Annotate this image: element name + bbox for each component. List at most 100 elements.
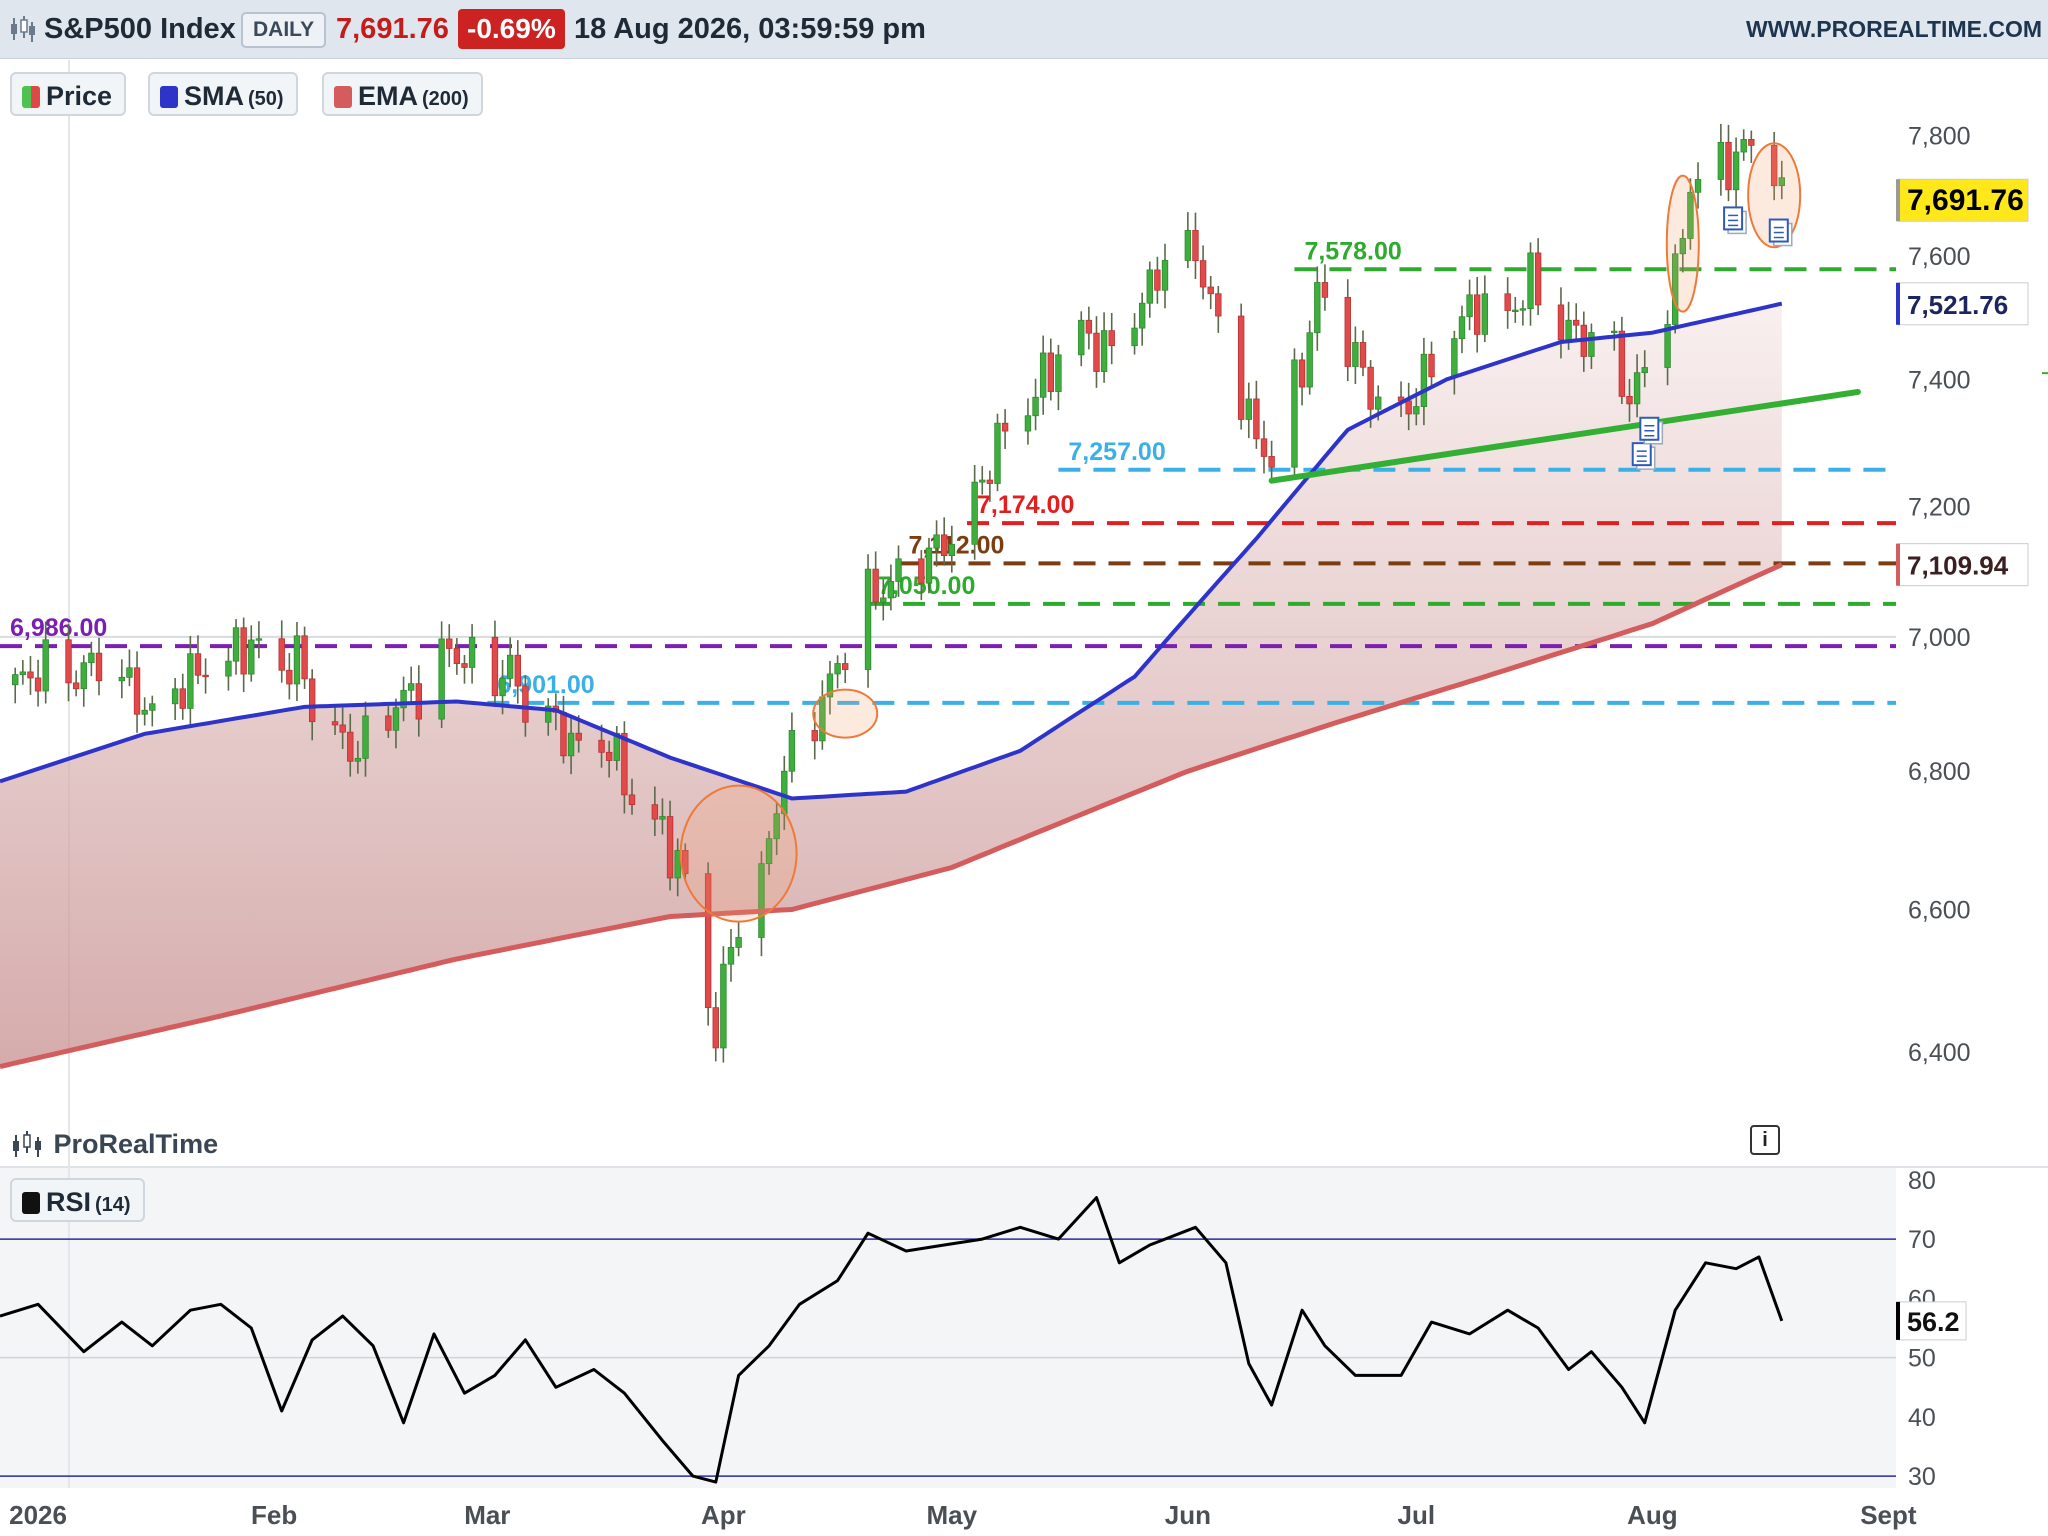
candle-2026-04-28	[925, 537, 933, 594]
legend-sma-label: SMA	[184, 81, 244, 111]
candle-body	[1679, 238, 1686, 255]
candle-2026-04-09	[781, 755, 788, 831]
candle-2025-12-31	[27, 656, 34, 695]
candle-body	[1359, 342, 1367, 368]
legend-rsi[interactable]: RSI (14)	[10, 1178, 145, 1222]
candle-body	[1671, 253, 1679, 325]
candle-body	[461, 663, 468, 668]
candle-body	[986, 479, 994, 484]
candle-2026-05-04	[971, 464, 978, 560]
price-tick-label: 7,800	[1908, 123, 1971, 151]
candle-2026-07-28	[1618, 316, 1626, 404]
legend-price[interactable]: Price	[10, 72, 127, 116]
candle-2026-02-12	[354, 740, 362, 774]
price-tick-label: 6,600	[1908, 896, 1971, 924]
candle-2026-08-06	[1687, 178, 1694, 250]
date-tick-label: Apr	[701, 1500, 746, 1530]
candle-body	[65, 639, 72, 684]
timeframe-badge[interactable]: DAILY	[241, 12, 327, 48]
candle-body	[240, 627, 247, 675]
legend-sma[interactable]: SMA (50)	[148, 72, 298, 116]
candle-2026-07-10	[1481, 275, 1489, 343]
candle-2026-06-11	[1260, 420, 1268, 474]
sma-ema-band	[0, 303, 1782, 1067]
candle-2026-01-08	[88, 641, 95, 677]
candle-body	[605, 751, 613, 761]
candle-2026-01-07	[80, 655, 87, 707]
support-trendline	[1268, 388, 1861, 484]
candle-2026-06-15	[1291, 348, 1298, 480]
candle-body	[994, 422, 1001, 484]
candle-body	[248, 639, 255, 675]
doc-page	[1631, 442, 1652, 467]
candle-2026-04-21	[872, 551, 879, 610]
legend-ema-param: (200)	[422, 88, 469, 110]
candle-2026-04-20	[864, 554, 872, 688]
candle-body	[1687, 191, 1694, 239]
info-button[interactable]: i	[1750, 1125, 1780, 1155]
candle-body	[34, 677, 42, 692]
candle-body	[895, 558, 902, 582]
candle-2026-01-05	[65, 623, 72, 702]
rsi-line	[0, 1196, 1784, 1484]
candlestick-logo-icon	[13, 1131, 41, 1157]
candle-2026-08-07	[1694, 162, 1702, 209]
candle-body	[1519, 308, 1527, 311]
candle-body	[301, 635, 308, 680]
candle-body	[1557, 304, 1565, 341]
candle-body	[1534, 252, 1542, 306]
candle-body	[95, 652, 103, 682]
candle-2026-07-29	[1626, 378, 1633, 422]
rsi-tick-label: 80	[1908, 1167, 1936, 1195]
candle-body	[19, 671, 27, 675]
candle-2026-03-20	[628, 778, 636, 815]
candle-body	[1694, 179, 1702, 193]
candle-2026-08-05	[1679, 229, 1686, 273]
candle-2026-01-27	[232, 619, 240, 675]
event-marker-icon	[1723, 206, 1747, 235]
candle-body	[1291, 359, 1298, 468]
candle-2026-06-01	[1184, 212, 1192, 269]
sma-50-line	[0, 301, 1783, 801]
legend-rsi-label: RSI	[46, 1187, 92, 1217]
candle-body	[514, 654, 521, 687]
highlight-ellipse-0	[679, 784, 798, 923]
candle-body	[773, 813, 780, 840]
candle-body	[339, 724, 346, 733]
candle-2026-02-23	[438, 621, 445, 729]
candle-body	[202, 674, 209, 678]
candle-body	[1001, 422, 1009, 432]
candle-body	[1375, 396, 1382, 410]
candle-2026-05-29	[1161, 243, 1169, 309]
doc-page	[1639, 416, 1660, 441]
candle-body	[765, 838, 773, 865]
candle-2026-06-10	[1253, 380, 1260, 449]
candle-body	[682, 850, 689, 875]
date-tick-label: Aug	[1627, 1500, 1678, 1530]
candle-body	[1420, 353, 1428, 407]
candle-2026-02-24	[446, 624, 453, 667]
change-badge: -0.69%	[458, 9, 565, 49]
candle-2026-05-13	[1039, 335, 1047, 415]
candle-body	[362, 715, 369, 759]
candle-2026-01-13	[126, 649, 133, 687]
candle-body	[1641, 367, 1648, 374]
candle-body	[1778, 177, 1785, 187]
instrument-title[interactable]: S&P500 Index	[44, 13, 236, 45]
level-label-0: 7,578.00	[1304, 237, 1401, 265]
legend-ema[interactable]: EMA (200)	[322, 72, 483, 116]
candle-2026-02-03	[286, 653, 293, 700]
rsi-tick-label: 70	[1908, 1226, 1936, 1254]
candle-2026-06-23	[1352, 326, 1359, 385]
sma-swatch-icon	[160, 86, 178, 108]
candle-body	[545, 705, 552, 723]
candle-body	[1032, 396, 1039, 417]
candle-2026-01-23	[202, 658, 209, 694]
website-label[interactable]: WWW.PROREALTIME.COM	[1746, 16, 2042, 42]
legend-ema-label: EMA	[358, 81, 418, 111]
rsi-value-tag: 56.2	[1896, 1301, 1967, 1341]
candle-body	[453, 648, 461, 664]
legend-rsi-param: (14)	[95, 1194, 131, 1216]
candle-2026-07-13	[1504, 277, 1511, 329]
